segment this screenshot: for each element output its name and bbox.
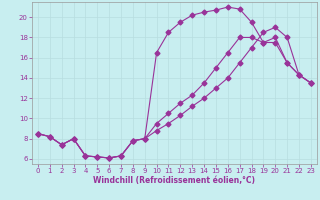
- X-axis label: Windchill (Refroidissement éolien,°C): Windchill (Refroidissement éolien,°C): [93, 176, 255, 185]
